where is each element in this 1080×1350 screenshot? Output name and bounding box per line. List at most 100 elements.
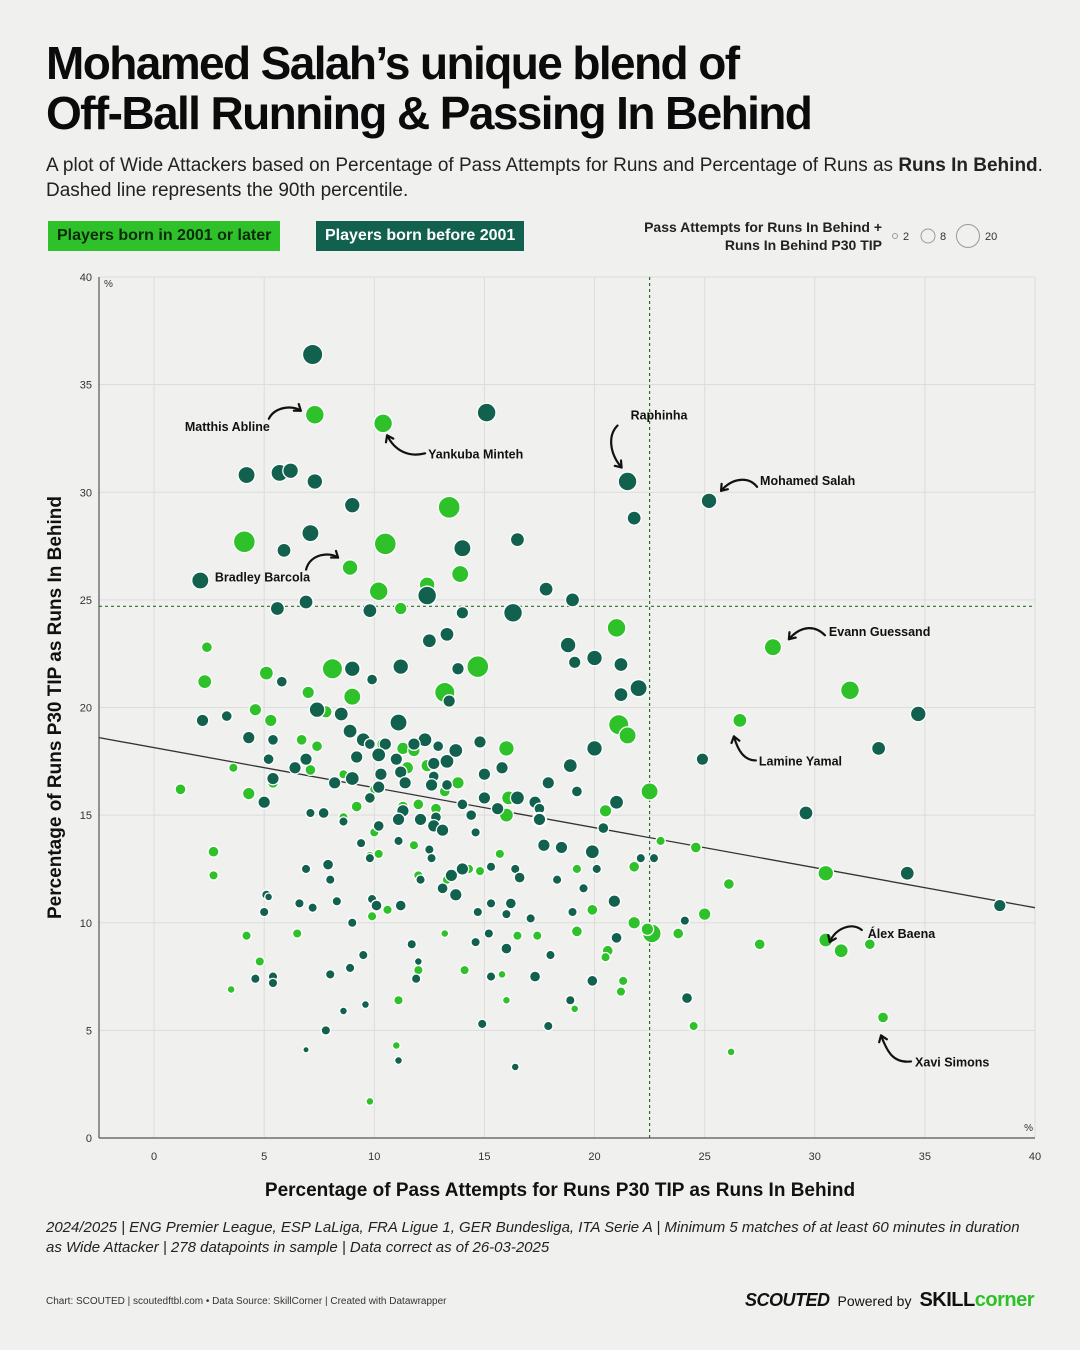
- data-point-young: [617, 975, 629, 987]
- data-point-young: [365, 1096, 375, 1106]
- y-axis-title: Percentage of Runs P30 TIP as Runs In Be…: [45, 496, 66, 919]
- data-point-older: [503, 602, 524, 623]
- annotation-arrowhead: [719, 482, 729, 492]
- powered-by-text: Powered by: [837, 1292, 912, 1309]
- footnote-line-2: as Wide Attacker | 278 datapoints in sam…: [46, 1239, 550, 1256]
- trend-line: [98, 736, 1036, 909]
- data-point-young: [531, 930, 543, 941]
- data-point-older: [264, 892, 274, 902]
- data-point-young: [413, 964, 424, 976]
- data-point-young: [304, 763, 317, 777]
- data-point-older: [453, 538, 472, 558]
- data-point-older: [562, 757, 578, 774]
- data-point-young: [640, 922, 655, 937]
- data-point-older: [398, 775, 413, 790]
- data-point-older: [338, 816, 349, 827]
- annotation-arrowhead: [787, 631, 797, 641]
- data-point-older: [470, 936, 481, 948]
- data-point-older: [695, 752, 710, 767]
- data-point-older: [257, 795, 272, 810]
- data-point-young: [241, 786, 256, 801]
- data-point-older: [476, 402, 497, 423]
- data-point-young: [606, 617, 627, 638]
- title-line-1: Mohamed Salah’s unique blend of: [46, 37, 740, 89]
- data-point-young: [600, 951, 611, 963]
- data-point-older: [564, 592, 581, 608]
- annotation-arrow-icon: [384, 434, 427, 456]
- data-point-older: [597, 821, 610, 835]
- data-point-older: [591, 863, 603, 875]
- data-point-older: [324, 874, 336, 886]
- annotation-arrowhead: [292, 402, 302, 412]
- data-point-older: [483, 928, 495, 939]
- scatter-plot: 0 5 10 15 20 25 30 35 40 0 5 10 15 20 25 30 35 40%% Percen…: [45, 272, 1041, 1163]
- data-point-young: [839, 680, 861, 701]
- data-point-older: [470, 827, 481, 838]
- data-point-older: [635, 852, 647, 864]
- data-point-young: [466, 655, 490, 679]
- data-point-older: [407, 737, 421, 751]
- annotation-arrow-path: [719, 478, 759, 492]
- data-point-older: [909, 705, 927, 723]
- data-point-older: [344, 770, 360, 787]
- data-point-young: [226, 984, 236, 995]
- data-point-older: [305, 807, 316, 819]
- data-point-older: [365, 673, 379, 686]
- annotation-arrow-path: [732, 735, 757, 762]
- data-point-young: [350, 800, 363, 813]
- annotation-label: Lamine Yamal: [759, 754, 842, 768]
- data-point-older: [324, 969, 336, 980]
- data-point-older: [578, 882, 589, 894]
- y-tick-label: 15: [80, 810, 92, 822]
- data-point-young: [753, 938, 766, 951]
- annotation-arrow-path: [879, 1034, 913, 1063]
- x-tick-label: 35: [919, 1151, 931, 1163]
- data-point-older: [567, 655, 582, 670]
- data-point-older: [417, 585, 438, 606]
- data-point-older: [288, 760, 302, 775]
- data-point-older: [267, 977, 279, 989]
- data-point-older: [191, 571, 210, 590]
- data-point-older: [500, 942, 513, 955]
- data-point-older: [432, 740, 445, 753]
- data-point-older: [357, 949, 369, 961]
- x-tick-label: 20: [588, 1151, 600, 1163]
- data-point-young: [627, 915, 642, 930]
- data-point-older: [586, 739, 603, 757]
- annotation-label: Yankuba Minteh: [428, 447, 523, 461]
- annotation-arrow-path: [828, 925, 863, 944]
- annotation-arrowhead: [329, 549, 340, 559]
- data-point-young: [200, 641, 214, 654]
- data-point-young: [254, 956, 266, 967]
- y-unit-label: %: [104, 279, 113, 290]
- y-tick-label: 35: [80, 380, 92, 392]
- data-point-older: [220, 709, 233, 723]
- data-point-young: [258, 665, 275, 681]
- data-point-older: [476, 1018, 488, 1030]
- data-point-older: [424, 844, 435, 855]
- data-point-older: [391, 812, 406, 827]
- annotation-label: Xavi Simons: [915, 1055, 989, 1069]
- data-point-older: [363, 791, 376, 805]
- data-point-older: [485, 861, 497, 873]
- annotation-label: Matthis Abline: [185, 420, 270, 434]
- annotation-arrowhead: [384, 434, 395, 444]
- data-point-older: [448, 742, 464, 759]
- data-point-young: [615, 986, 627, 997]
- data-point-young: [197, 674, 213, 690]
- annotation-label: Mohamed Salah: [760, 474, 855, 488]
- data-point-young: [598, 803, 613, 818]
- data-point-older: [307, 902, 318, 914]
- data-point-young: [373, 532, 397, 556]
- data-point-young: [295, 733, 308, 746]
- data-point-young: [459, 964, 470, 976]
- data-point-older: [451, 661, 465, 676]
- data-point-young: [863, 938, 876, 951]
- data-point-older: [342, 723, 358, 739]
- data-point-older: [362, 602, 378, 619]
- y-tick-label: 40: [80, 272, 92, 284]
- data-point-older: [442, 694, 457, 708]
- data-point-young: [655, 835, 666, 847]
- data-point-older: [413, 956, 423, 967]
- data-point-young: [494, 848, 506, 860]
